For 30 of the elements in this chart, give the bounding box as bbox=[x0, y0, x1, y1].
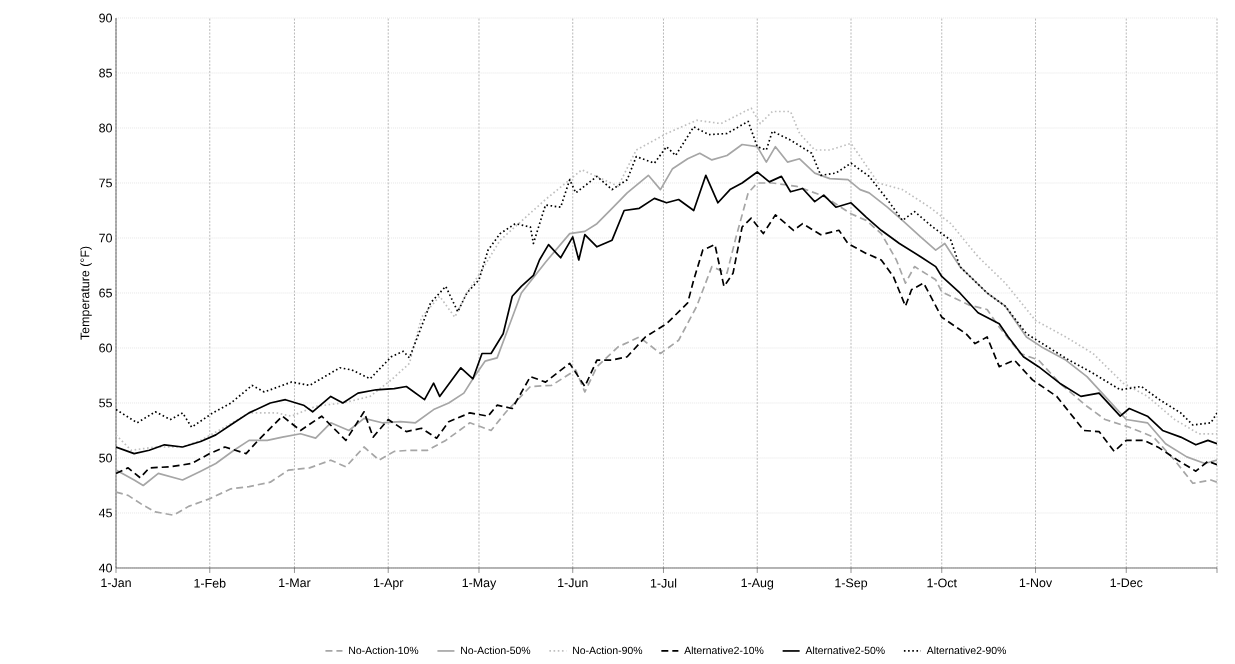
legend-label: No-Action-10% bbox=[349, 646, 419, 655]
x-tick-label: 1-Mar bbox=[279, 578, 311, 588]
legend-label: No-Action-50% bbox=[461, 646, 531, 655]
x-tick-label: 1-Aug bbox=[741, 578, 774, 590]
x-tick-label: 1-Sep bbox=[835, 578, 868, 590]
x-tick-label: 1-Oct bbox=[927, 578, 957, 588]
y-axis-title: Temperature (°F) bbox=[80, 246, 92, 340]
y-tick-label: 40 bbox=[98, 563, 112, 573]
y-tick-label: 45 bbox=[98, 508, 112, 518]
legend-label: Alternative2-50% bbox=[805, 646, 885, 655]
y-tick-label: 55 bbox=[99, 398, 112, 408]
x-tick-label: 1-May bbox=[462, 578, 497, 590]
y-tick-label: 50 bbox=[99, 453, 112, 463]
x-tick-label: 1-Nov bbox=[1019, 578, 1053, 588]
x-tick-label: 1-Jun bbox=[558, 578, 588, 588]
y-tick-label: 60 bbox=[99, 343, 112, 353]
legend-label: Alternative2-90% bbox=[926, 646, 1007, 655]
y-tick-label: 70 bbox=[99, 233, 112, 243]
legend-label: No-Action-90% bbox=[573, 646, 643, 655]
y-tick-label: 85 bbox=[99, 68, 112, 78]
y-tick-label: 90 bbox=[99, 13, 112, 23]
x-tick-label: 1-Feb bbox=[194, 578, 226, 588]
y-tick-label: 65 bbox=[99, 288, 112, 298]
x-tick-label: 1-Jan bbox=[101, 578, 131, 588]
legend-label: Alternative2-10% bbox=[684, 646, 764, 655]
x-tick-label: 1-Jul bbox=[650, 578, 677, 588]
y-tick-label: 80 bbox=[99, 123, 112, 133]
x-tick-label: 1-Apr bbox=[373, 578, 404, 590]
x-tick-label: 1-Dec bbox=[1110, 578, 1143, 588]
y-tick-label: 75 bbox=[99, 178, 112, 188]
